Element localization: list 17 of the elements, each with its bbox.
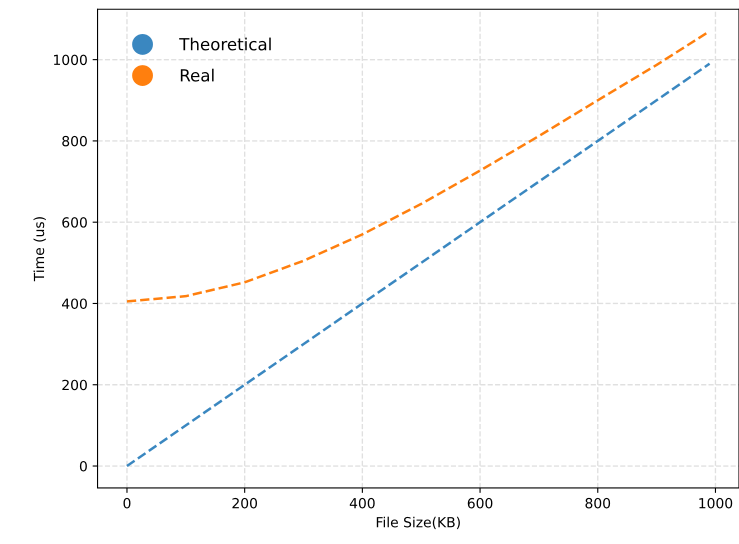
x-tick-label: 400 [350,498,375,508]
y-tick-label: 200 [62,380,87,390]
x-tick-label: 1000 [699,498,732,508]
y-tick-label: 400 [62,298,87,309]
y-tick-label: 800 [62,136,87,146]
y-tick-label: 1000 [54,54,87,66]
legend-label: Real [180,68,214,82]
y-axis-title: Time (us) [33,217,46,282]
x-axis-title: File Size(KB) [376,516,460,530]
x-tick-label: 600 [468,498,492,508]
y-tick-label: 0 [80,460,87,472]
line-series [126,62,711,468]
x-tick-label: 0 [123,498,130,508]
legend-label: Theoretical [179,38,271,50]
x-tick-label: 200 [232,498,257,508]
y-tick-label: 600 [62,217,87,228]
x-tick-label: 800 [585,498,610,508]
